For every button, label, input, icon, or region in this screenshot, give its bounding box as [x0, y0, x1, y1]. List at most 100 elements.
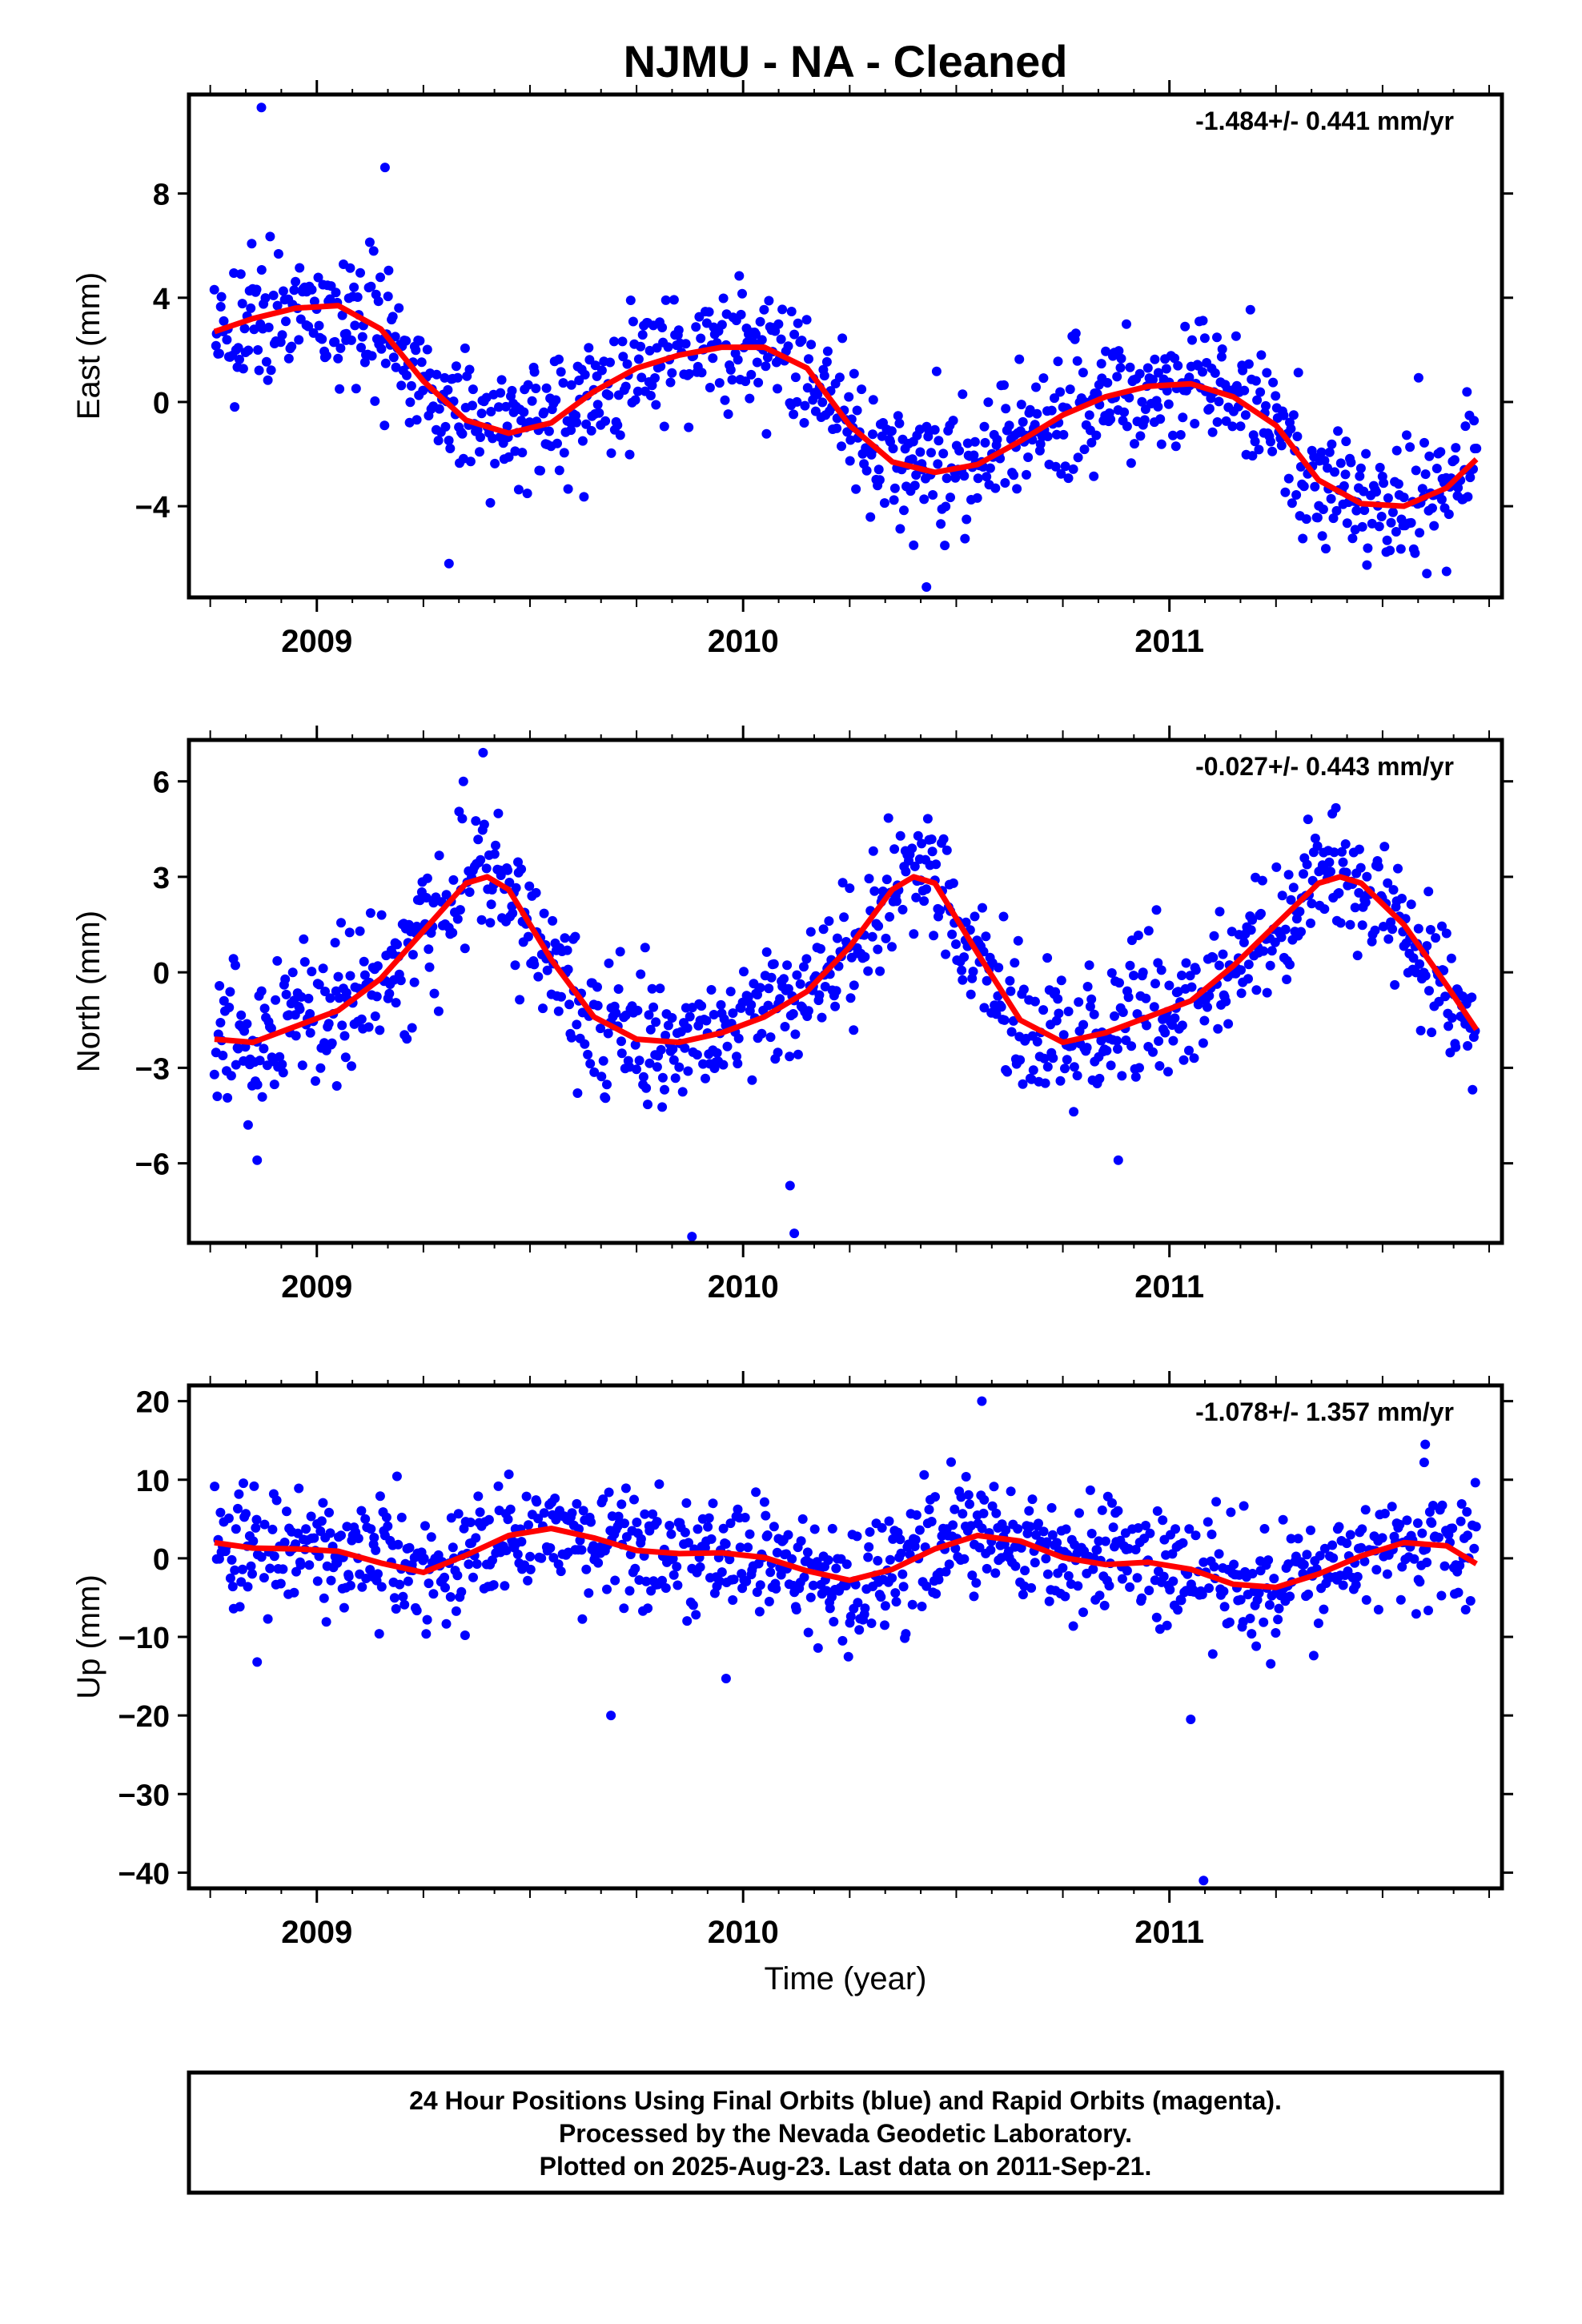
east-point [1255, 387, 1266, 397]
east-point [1262, 368, 1272, 378]
up-point [1219, 1602, 1230, 1612]
north-point [337, 1020, 347, 1031]
up-point [419, 1554, 429, 1563]
up-ytick-label: −20 [118, 1700, 170, 1734]
east-point [355, 267, 365, 278]
east-point [633, 354, 644, 364]
north-point [1042, 953, 1053, 963]
north-point [1236, 965, 1246, 975]
up-point [630, 1563, 640, 1574]
north-xtick-label: 2011 [1134, 1269, 1204, 1305]
up-point [420, 1521, 430, 1531]
north-point [718, 1059, 729, 1070]
north-point [334, 993, 344, 1003]
east-point [942, 473, 952, 484]
up-point [654, 1479, 665, 1490]
north-point [448, 875, 459, 885]
north-point [239, 1026, 250, 1036]
north-point [998, 911, 1009, 922]
north-point [1437, 921, 1447, 931]
east-point [1078, 368, 1088, 378]
east-point [1420, 469, 1431, 480]
up-point [233, 1503, 243, 1514]
east-point [877, 431, 887, 441]
north-point [510, 960, 520, 971]
east-point [622, 359, 632, 369]
north-point [556, 991, 566, 1002]
east-point [894, 418, 905, 428]
east-point [759, 304, 769, 315]
east-point [572, 417, 582, 428]
north-point [1271, 862, 1282, 872]
east-point [1453, 483, 1464, 493]
east-point [1331, 505, 1342, 516]
up-point [1379, 1509, 1390, 1518]
up-point [751, 1487, 761, 1498]
east-point [1291, 490, 1302, 500]
up-point [326, 1575, 336, 1586]
north-point [999, 1015, 1010, 1025]
north-point [297, 1060, 307, 1071]
north-point [1163, 1067, 1173, 1077]
north-point [1132, 1009, 1142, 1019]
up-point [391, 1604, 401, 1614]
up-point [294, 1483, 304, 1494]
up-point [884, 1516, 894, 1526]
east-point [1212, 332, 1222, 343]
east-point [790, 372, 801, 383]
east-point [1299, 481, 1309, 492]
up-point [808, 1580, 818, 1590]
up-point [1402, 1515, 1412, 1526]
north-point [931, 859, 942, 870]
north-point [580, 1039, 590, 1049]
east-point [736, 309, 746, 320]
north-point [315, 1063, 326, 1073]
north-point [663, 1020, 673, 1031]
east-point [845, 435, 856, 445]
east-point [1301, 514, 1311, 525]
east-point [745, 393, 755, 404]
east-outlier-point [909, 540, 919, 550]
up-point [853, 1598, 863, 1608]
north-point [311, 1076, 320, 1086]
up-point [1184, 1524, 1195, 1534]
up-point [516, 1537, 527, 1547]
east-point [1106, 414, 1116, 424]
east-point [333, 353, 343, 364]
up-point [827, 1523, 837, 1534]
east-point [1367, 518, 1377, 529]
up-point [873, 1555, 883, 1566]
up-point [602, 1584, 612, 1594]
up-point [1271, 1628, 1281, 1638]
north-point [927, 846, 938, 857]
north-point [764, 983, 774, 994]
up-point [235, 1602, 245, 1612]
north-point [1062, 1055, 1072, 1065]
north-point [630, 1039, 640, 1050]
north-point [570, 931, 580, 942]
east-point [837, 441, 846, 452]
east-point [889, 495, 899, 505]
up-point [876, 1592, 886, 1602]
north-point [1221, 996, 1231, 1007]
up-point [445, 1592, 456, 1602]
east-point [1216, 352, 1227, 362]
north-point [1204, 991, 1215, 1001]
east-point [737, 288, 747, 299]
east-point [681, 339, 691, 349]
east-point [889, 483, 900, 493]
east-point [844, 392, 854, 402]
east-point [376, 344, 387, 354]
north-point [1006, 1027, 1017, 1037]
north-point [1307, 899, 1317, 909]
east-point [452, 372, 463, 383]
up-point [1085, 1485, 1095, 1495]
north-point [384, 988, 395, 999]
up-point [1094, 1590, 1105, 1601]
up-point [227, 1582, 238, 1592]
north-point [1117, 1071, 1127, 1081]
north-point [553, 1006, 564, 1016]
east-point [1207, 427, 1218, 437]
up-point [1100, 1536, 1110, 1546]
north-point [278, 1068, 288, 1078]
